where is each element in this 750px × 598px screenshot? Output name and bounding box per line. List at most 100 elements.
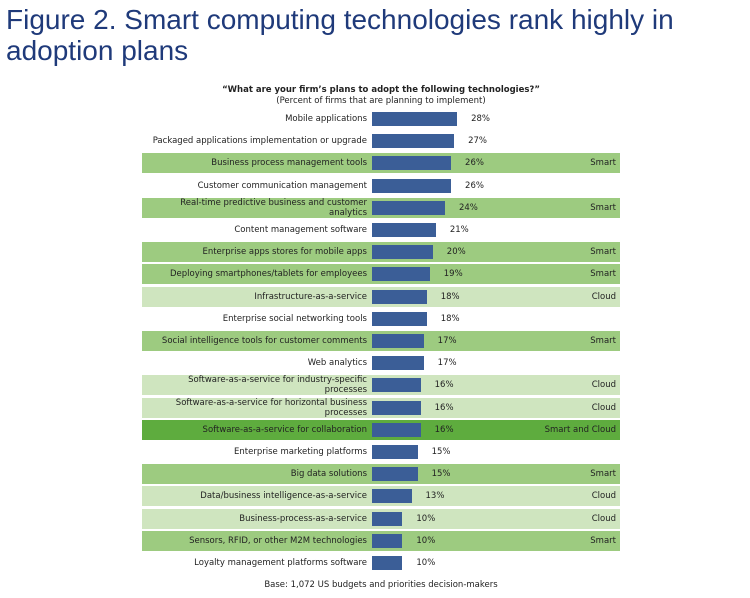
bar [372, 178, 452, 193]
category-text: Packaged applications implementation or … [152, 136, 367, 147]
category-label: Enterprise apps stores for mobile apps [145, 242, 367, 262]
bar [372, 223, 436, 237]
category-text: Sensors, RFID, or other M2M technologies [189, 535, 367, 546]
category-label: Social intelligence tools for customer c… [145, 331, 367, 351]
bar [372, 134, 455, 149]
category-text: Big data solutions [290, 469, 367, 480]
row-tag: Cloud [591, 491, 616, 502]
bar [372, 112, 458, 126]
bar [372, 245, 433, 260]
row-tag: Smart [590, 158, 616, 169]
value-label: 19% [443, 269, 463, 280]
category-label: Sensors, RFID, or other M2M technologies [145, 531, 367, 551]
category-text: Loyalty management platforms software [194, 558, 367, 568]
bar [372, 156, 452, 171]
value-label: 10% [416, 513, 436, 524]
category-label: Software-as-a-service for industry-speci… [145, 375, 367, 395]
bar [372, 489, 412, 504]
category-label: Packaged applications implementation or … [145, 131, 367, 151]
category-label: Data/business intelligence-as-a-service [145, 486, 367, 506]
value-label: 26% [465, 180, 484, 191]
chart-title: Figure 2. Smart computing technologies r… [6, 4, 674, 66]
row-tag: Cloud [591, 380, 616, 391]
value-label: 17% [437, 358, 457, 369]
value-label: 16% [434, 424, 454, 435]
category-text: Data/business intelligence-as-a-service [200, 491, 367, 502]
category-text: Business-process-as-a-service [239, 513, 367, 524]
bar [372, 467, 418, 482]
category-text: Customer communication management [197, 180, 367, 191]
category-label: Web analytics [145, 353, 367, 373]
value-label: 15% [431, 447, 451, 457]
bar [372, 311, 427, 326]
category-label: Software-as-a-service for collaboration [145, 420, 367, 440]
value-label: 18% [440, 313, 460, 324]
value-label: 27% [468, 136, 487, 147]
bar [372, 422, 421, 437]
row-tag: Cloud [591, 513, 616, 524]
value-label: 13% [425, 491, 445, 502]
value-label: 18% [440, 291, 460, 302]
category-label: Business process management tools [145, 153, 367, 173]
bar [372, 445, 418, 459]
row-tag: Cloud [591, 402, 616, 413]
category-text: Enterprise social networking tools [222, 313, 367, 324]
category-label: Big data solutions [145, 464, 367, 484]
bar [372, 334, 424, 348]
category-label: Content management software [145, 220, 367, 240]
category-label: Real-time predictive business and custom… [145, 198, 367, 218]
category-label: Mobile applications [145, 109, 367, 129]
category-label: Customer communication management [145, 176, 367, 196]
category-text: Infrastructure-as-a-service [254, 291, 367, 302]
category-text: Software-as-a-service for horizontal bus… [175, 397, 367, 418]
category-text: Real-time predictive business and custom… [180, 197, 367, 218]
category-text: Social intelligence tools for customer c… [161, 336, 367, 346]
value-label: 21% [449, 225, 469, 235]
row-tag: Smart [590, 247, 616, 258]
value-label: 28% [471, 114, 491, 124]
category-text: Mobile applications [285, 114, 367, 124]
row-tag: Smart [590, 535, 616, 546]
row-tag: Smart [590, 336, 616, 346]
category-text: Enterprise apps stores for mobile apps [202, 247, 367, 258]
question: “What are your firm’s plans to adopt the… [222, 85, 540, 95]
bar [372, 400, 421, 415]
category-text: Content management software [234, 225, 367, 235]
category-label: Enterprise social networking tools [145, 309, 367, 329]
category-label: Business-process-as-a-service [145, 509, 367, 529]
category-label: Deploying smartphones/tablets for employ… [145, 264, 367, 284]
value-label: 16% [434, 402, 454, 413]
value-label: 10% [416, 558, 436, 568]
value-label: 15% [431, 469, 451, 480]
category-label: Infrastructure-as-a-service [145, 287, 367, 307]
category-text: Software-as-a-service for industry-speci… [188, 375, 367, 396]
category-text: Business process management tools [211, 158, 367, 169]
bar [372, 378, 421, 393]
note: Base: 1,072 US budgets and priorities de… [264, 580, 498, 590]
bar [372, 556, 403, 570]
category-label: Enterprise marketing platforms [145, 442, 367, 462]
category-text: Web analytics [307, 358, 367, 369]
subtitle: (Percent of firms that are planning to i… [276, 96, 486, 106]
value-label: 10% [416, 535, 436, 546]
category-label: Software-as-a-service for horizontal bus… [145, 398, 367, 418]
value-label: 17% [437, 336, 457, 346]
bar [372, 289, 427, 304]
category-text: Deploying smartphones/tablets for employ… [169, 269, 367, 280]
value-label: 26% [465, 158, 484, 169]
row-tag: Cloud [591, 291, 616, 302]
category-text: Software-as-a-service for collaboration [202, 424, 367, 435]
row-tag: Smart [590, 469, 616, 480]
bar [372, 267, 430, 282]
row-tag: Smart and Cloud [544, 424, 616, 435]
bar [372, 200, 445, 215]
value-label: 16% [434, 380, 454, 391]
category-text: Enterprise marketing platforms [234, 447, 367, 457]
row-tag: Smart [590, 269, 616, 280]
row-tag: Smart [590, 202, 616, 213]
bar [372, 511, 403, 526]
value-label: 24% [458, 202, 478, 213]
category-label: Loyalty management platforms software [145, 553, 367, 573]
value-label: 20% [446, 247, 466, 258]
